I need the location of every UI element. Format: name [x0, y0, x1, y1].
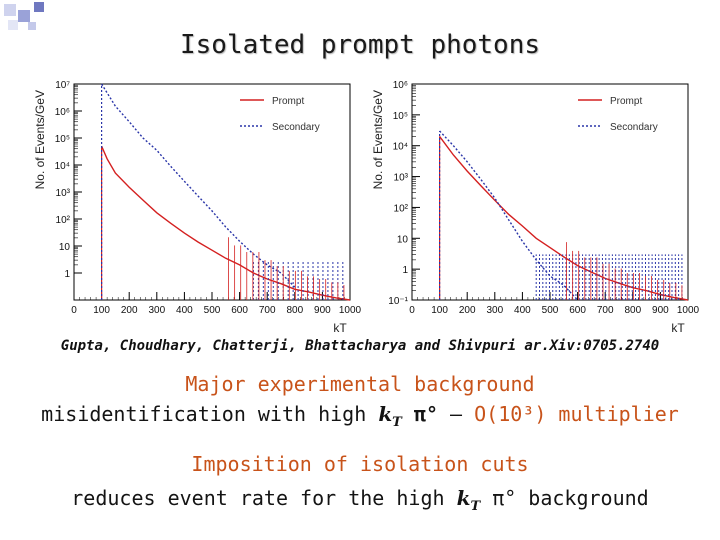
legend-label-secondary: Secondary [272, 122, 320, 133]
slide-title: Isolated prompt photons [179, 30, 541, 60]
series-line-prompt [439, 135, 689, 301]
x-tick-label: 1000 [339, 305, 362, 316]
x-tick-label: 600 [231, 305, 248, 316]
chart-right-svg: 10⁻¹ 1 10 10² 10³ 10⁴ 10⁵ 10⁶ 0 100 200 300 400 500 60… [371, 80, 700, 335]
x-tick-label: 800 [286, 305, 303, 316]
background-heading: Major experimental background [185, 372, 535, 396]
x-tick-label: 100 [431, 305, 448, 316]
x-tick-label: 0 [409, 305, 415, 316]
kt-symbol: kT [456, 486, 481, 514]
plot-left: 1 10 10² 10³ 10⁴ 10⁵ 10⁶ 10⁷ 0 100 200 300 400 500 600… [30, 78, 370, 340]
y-tick-label: 10³ [56, 188, 71, 199]
kt-subscript: T [392, 415, 402, 430]
rate-suffix: π° background [492, 486, 649, 510]
x-axis-label: kT [671, 321, 685, 335]
y-tick-label: 10⁷ [55, 80, 70, 91]
kt-subscript: T [470, 499, 481, 514]
kt-symbol: kT [378, 402, 402, 430]
misid-prefix: misidentification with high [41, 402, 367, 426]
x-tick-label: 600 [569, 305, 586, 316]
y-tick-label: 10 [397, 234, 409, 245]
x-tick-label: 200 [121, 305, 138, 316]
x-tick-label: 400 [176, 305, 193, 316]
y-tick-label: 10⁴ [55, 161, 70, 172]
legend-label-prompt: Prompt [610, 96, 642, 107]
misidentification-line: misidentification with high kT π° – O(10… [0, 402, 720, 430]
x-tick-label: 800 [624, 305, 641, 316]
y-tick-label: 10⁵ [393, 111, 408, 122]
corner-decoration [0, 0, 60, 44]
legend-label-secondary: Secondary [610, 122, 658, 133]
legend-label-prompt: Prompt [272, 96, 304, 107]
x-tick-label: 100 [93, 305, 110, 316]
y-tick-label: 10⁵ [55, 134, 70, 145]
y-tick-label: 10² [56, 215, 71, 226]
x-tick-label: 500 [204, 305, 221, 316]
y-tick-label: 10⁶ [55, 107, 70, 118]
x-tick-label: 500 [542, 305, 559, 316]
deco-square [4, 4, 16, 16]
event-rate-line: reduces event rate for the high kT π° ba… [0, 486, 720, 514]
series-line-prompt [100, 145, 351, 301]
x-axis-label: kT [333, 321, 347, 335]
y-tick-label: 10⁻¹ [388, 296, 408, 307]
x-tick-label: 400 [514, 305, 531, 316]
isolation-heading: Imposition of isolation cuts [191, 452, 529, 476]
x-tick-label: 0 [71, 305, 77, 316]
x-tick-label: 900 [314, 305, 331, 316]
rate-prefix: reduces event rate for the high [71, 486, 445, 510]
kt-letter: k [456, 486, 471, 510]
plot-frame [411, 83, 689, 301]
x-tick-label: 700 [259, 305, 276, 316]
series-line-secondary [439, 130, 579, 301]
deco-square [8, 20, 18, 30]
y-tick-label: 1 [402, 265, 408, 276]
x-tick-label: 1000 [677, 305, 700, 316]
y-axis-label: No. of Events/GeV [371, 90, 385, 189]
y-tick-label: 10 [59, 242, 71, 253]
x-tick-label: 700 [597, 305, 614, 316]
kt-letter: k [378, 402, 393, 426]
x-tick-label: 900 [652, 305, 669, 316]
y-tick-label: 10⁴ [393, 142, 408, 153]
y-tick-label: 10² [394, 203, 409, 214]
y-tick-label: 10³ [394, 173, 409, 184]
citation: Gupta, Choudhary, Chatterji, Bhattachary… [60, 338, 660, 354]
y-tick-label: 10⁶ [393, 80, 408, 91]
chart-left-svg: 1 10 10² 10³ 10⁴ 10⁵ 10⁶ 10⁷ 0 100 200 300 400 500 600… [33, 80, 362, 335]
plot-frame [73, 83, 351, 301]
plot-right: 10⁻¹ 1 10 10² 10³ 10⁴ 10⁵ 10⁶ 0 100 200 300 400 500 60… [368, 78, 708, 340]
x-tick-label: 300 [148, 305, 165, 316]
deco-square [18, 10, 30, 22]
deco-square [28, 22, 36, 30]
pi-zero-symbol: π° [413, 402, 438, 426]
corner-squares-graphic [4, 2, 44, 30]
series-line-secondary [101, 83, 296, 288]
y-tick-label: 1 [64, 269, 70, 280]
dash: – [450, 402, 463, 426]
multiplier-text: O(10³) multiplier [474, 402, 679, 426]
x-tick-label: 200 [459, 305, 476, 316]
deco-square [34, 2, 44, 12]
y-axis-label: No. of Events/GeV [33, 90, 47, 189]
x-tick-label: 300 [486, 305, 503, 316]
